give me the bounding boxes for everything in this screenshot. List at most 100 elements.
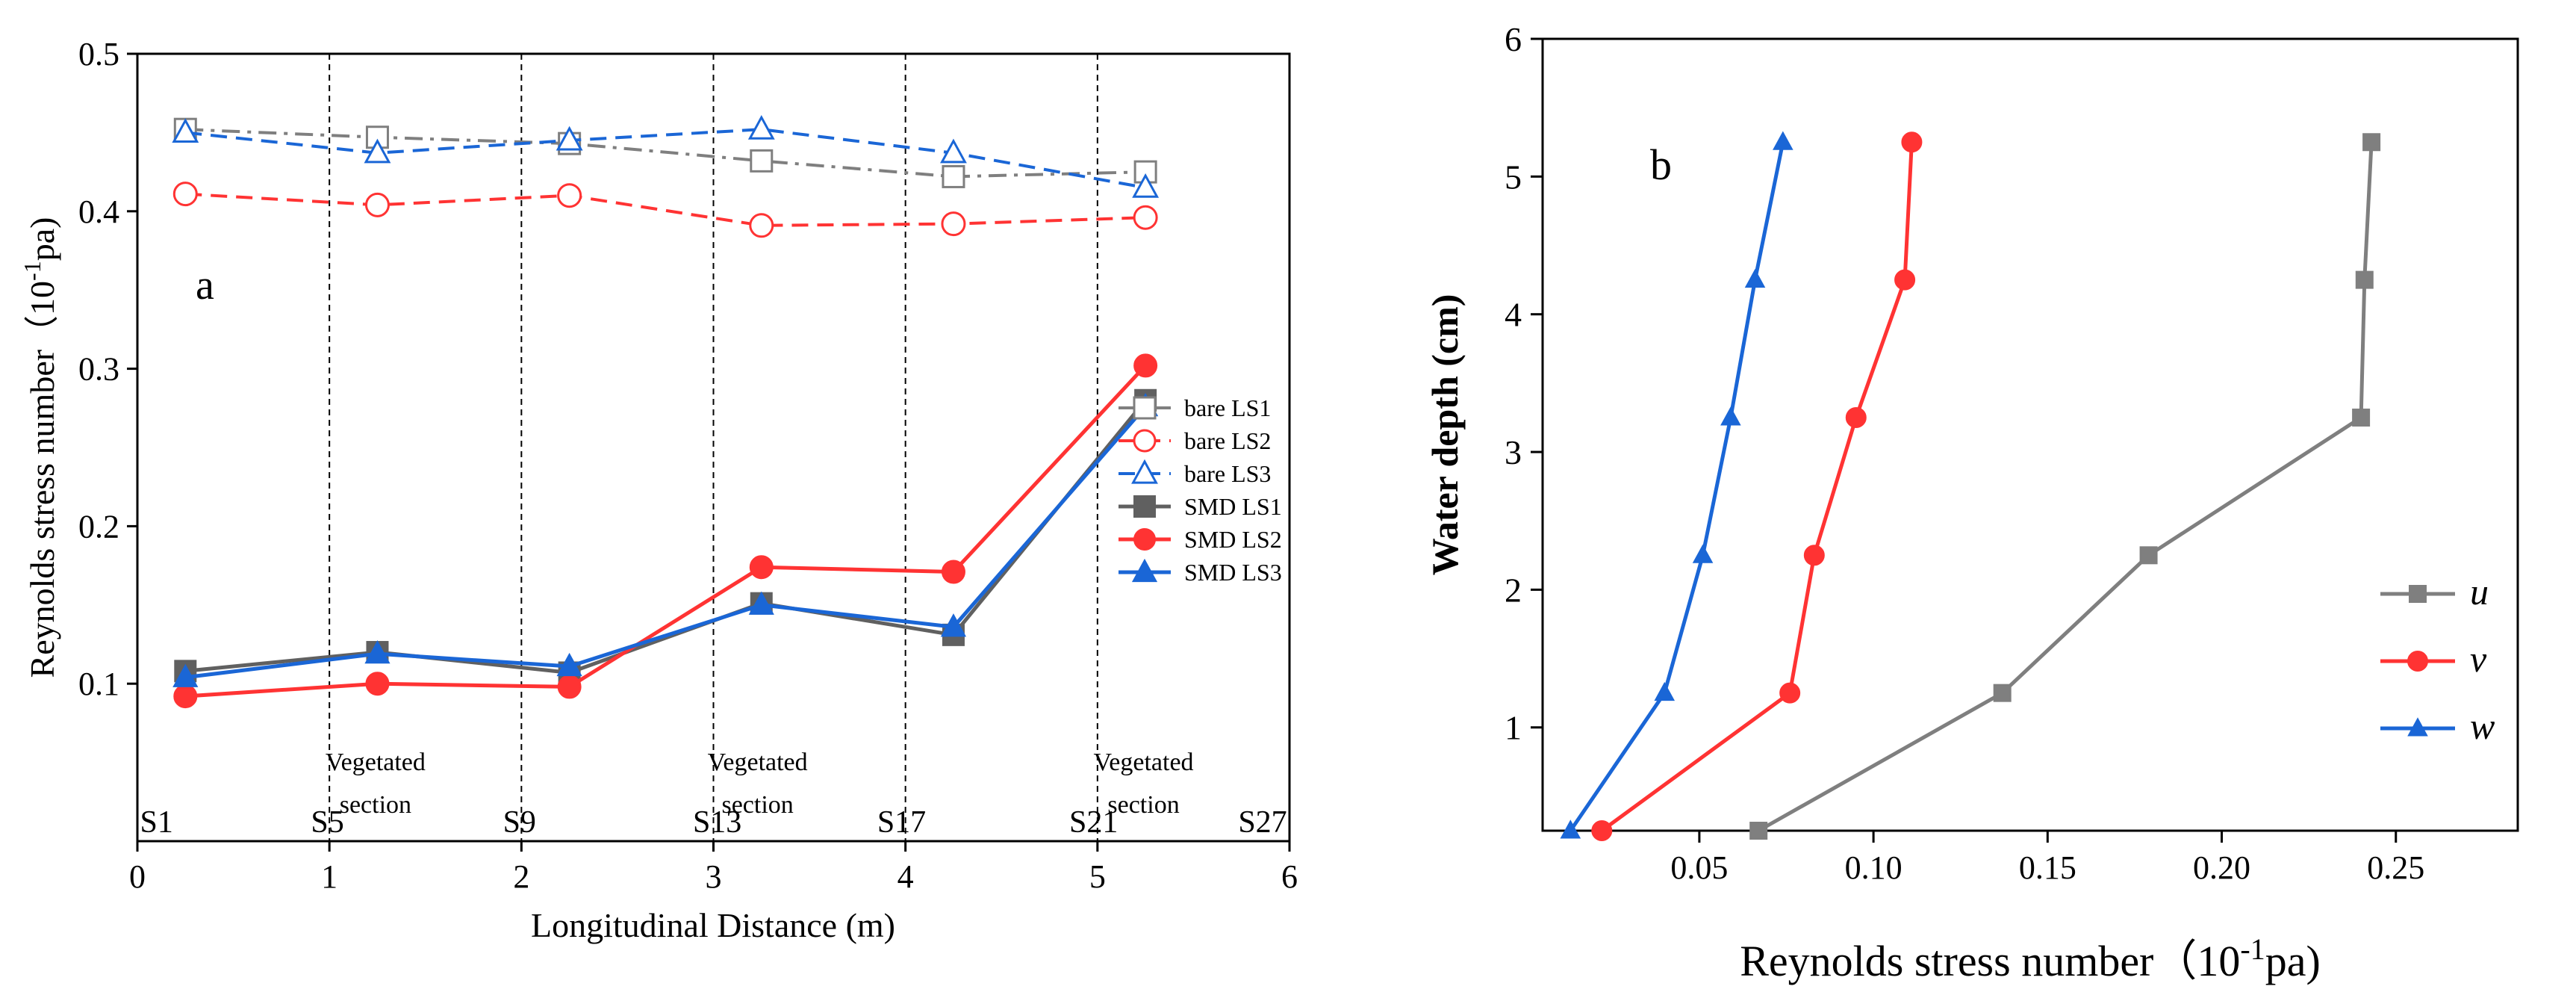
panel-a-legend-label: SMD LS3 <box>1184 559 1282 586</box>
panel-a-legend-item: bare LS2 <box>1119 427 1271 454</box>
panel-a-data-point <box>1132 173 1160 198</box>
panel-a-legend-label: SMD LS1 <box>1184 493 1282 520</box>
panel-a-data-point <box>365 672 390 696</box>
panel-a-data-point <box>749 213 774 238</box>
panel-a-legend: bare LS1 bare LS2 bare LS3 SMD LS1 SMD LS2 SM… <box>1119 394 1282 586</box>
panel-b-chart: 0.05 0.10 0.15 0.20 0.25 1 2 3 4 5 6 b Reynolds s… <box>1424 20 2519 985</box>
panel-a-section-label: S27 <box>1238 805 1287 840</box>
panel-a-data-point <box>1133 353 1158 378</box>
panel-b-data-point <box>1894 269 1916 291</box>
panel-a-section-word-label: section <box>721 791 793 819</box>
panel-b-series-w <box>1560 131 1793 839</box>
panel-a-data-point <box>1133 205 1158 230</box>
panel-b-data-point <box>1845 406 1867 428</box>
panel-a-y-tick-label: 0.2 <box>78 508 119 545</box>
panel-a-series-line <box>185 192 1146 227</box>
panel-a-legend-marker <box>1133 396 1157 420</box>
panel-b-y-tick-label: 4 <box>1505 296 1522 334</box>
panel-b-data-point <box>1591 820 1613 841</box>
panel-a-legend-label: bare LS2 <box>1184 427 1271 454</box>
panel-a-vegetated-label: Vegetated <box>1094 749 1194 776</box>
panel-a-data-point <box>172 182 198 207</box>
panel-a-chart: 0 1 2 3 4 5 6 0.1 0.2 0.3 0.4 0.5 S1 S5 S9 S13 S17 S21 S… <box>19 36 1298 944</box>
panel-a-x-tick-label: 2 <box>513 858 529 895</box>
panel-b-series-u <box>1749 133 2381 840</box>
panel-a-y-axis-title-sup: -1 <box>19 261 46 281</box>
panel-a-section-label: S21 <box>1069 805 1118 840</box>
panel-a-data-point <box>172 663 199 687</box>
panel-b-data-point <box>2355 270 2374 289</box>
panel-a-x-tick-label: 1 <box>321 858 337 895</box>
panel-a-data-point <box>557 183 582 208</box>
panel-a-series-bare-ls1 <box>173 117 1157 188</box>
panel-b-data-point <box>1803 545 1825 566</box>
panel-a-legend-item: SMD LS2 <box>1119 526 1282 553</box>
panel-b-x-tick-label: 0.20 <box>2193 849 2250 886</box>
panel-a-legend-marker <box>1131 459 1158 484</box>
panel-a-data-point <box>749 555 774 580</box>
panel-b-legend-item: u <box>2380 571 2489 613</box>
panel-a-data-point <box>364 639 391 664</box>
panel-a-x-tick-label: 3 <box>706 858 722 895</box>
panel-b-plot-frame <box>1541 37 2519 832</box>
panel-b-legend: uvw <box>2380 571 2495 747</box>
panel-b-data-point <box>2362 133 2381 152</box>
panel-a-series-line <box>185 128 1146 190</box>
panel-a-series-line <box>184 405 1148 680</box>
panel-a-legend-label: SMD LS2 <box>1184 526 1282 553</box>
panel-b-y-tick-label: 1 <box>1505 709 1522 747</box>
panel-a-x-axis-title: Longitudinal Distance (m) <box>531 906 895 944</box>
panel-a-x-tick-label: 0 <box>129 858 146 895</box>
panel-a-y-axis-title: Reynolds stress number（10-1pa) <box>19 217 61 678</box>
panel-a-data-point <box>941 560 965 584</box>
panel-a-data-point <box>172 118 199 143</box>
panel-a-series-smd-ls1 <box>174 388 1157 684</box>
panel-a-data-point <box>364 138 391 164</box>
panel-a-section-label: S13 <box>693 805 741 840</box>
panel-a-section-label: S17 <box>877 805 926 840</box>
panel-a-label: a <box>196 262 214 309</box>
panel-b-data-point <box>1560 819 1581 839</box>
panel-b-x-axis-title-main: Reynolds stress number（10 <box>1740 937 2240 985</box>
panel-a-data-point <box>941 211 966 237</box>
panel-a-x-tick-label: 6 <box>1281 858 1298 895</box>
panel-a-y-axis-title-tail: pa) <box>23 217 61 261</box>
panel-b-series-line <box>1757 142 2374 833</box>
panel-b-data-point <box>1779 682 1801 704</box>
panel-b-data-point <box>1692 544 1714 563</box>
panel-a-section-word-label: section <box>340 791 411 819</box>
panel-b-x-tick-label: 0.05 <box>1670 849 1728 886</box>
panel-b-x-tick-label: 0.15 <box>2019 849 2076 886</box>
panel-a-data-point <box>750 149 774 173</box>
panel-a-data-point <box>557 675 582 699</box>
panel-a-data-point <box>940 613 967 637</box>
panel-b-series-line <box>1569 141 1785 832</box>
panel-a-y-tick-label: 0.5 <box>78 36 119 72</box>
panel-a-data-point <box>942 164 965 188</box>
panel-b-y-axis-title: Water depth (cm) <box>1424 294 1466 576</box>
panel-b-data-point <box>1901 131 1923 153</box>
panel-b-legend-label: u <box>2470 571 2489 613</box>
panel-b-y-tick-label: 5 <box>1505 158 1522 196</box>
panel-b-data-point <box>1654 681 1676 701</box>
panel-b-series-v <box>1591 131 1923 841</box>
panel-a-data-point <box>364 192 390 217</box>
panel-b-data-point <box>1993 684 2012 702</box>
panel-a-legend-marker <box>1133 429 1157 453</box>
panel-a-series-line <box>185 128 1146 179</box>
panel-a-data-point <box>940 138 967 164</box>
panel-a-section-word-label: section <box>1107 791 1179 819</box>
panel-a-series-line <box>185 364 1147 698</box>
panel-a-legend-label: bare LS3 <box>1184 460 1271 487</box>
panel-a-data-point <box>556 652 582 677</box>
panel-a-legend-marker <box>1131 558 1158 583</box>
panel-a-x-tick-label: 5 <box>1089 858 1106 895</box>
panel-b-legend-marker <box>2407 651 2428 672</box>
panel-b-x-tick-label: 0.25 <box>2367 849 2424 886</box>
panel-a-legend-marker <box>1133 528 1156 551</box>
panel-a-series-line <box>185 399 1148 675</box>
panel-b-y-tick-label: 3 <box>1505 433 1522 471</box>
panel-b-x-axis-title-sup: -1 <box>2240 932 2265 966</box>
panel-b-data-point <box>1744 268 1766 288</box>
